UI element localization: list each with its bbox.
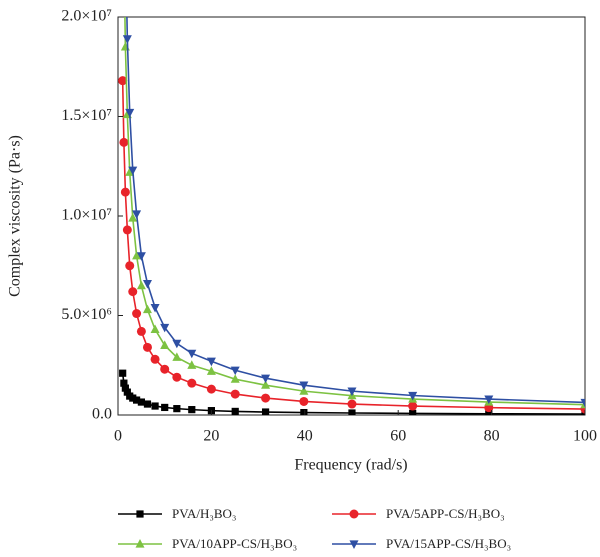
y-tick-label: 1.0×10⁷ [61, 207, 112, 224]
marker [160, 340, 170, 349]
marker [299, 381, 309, 391]
marker [119, 137, 129, 147]
marker [230, 374, 240, 383]
marker [261, 380, 271, 389]
marker [347, 387, 357, 397]
y-tick-label: 1.5×10⁷ [61, 107, 112, 124]
marker [580, 398, 585, 408]
legend-label: PVA/H₃BO₃ [172, 506, 236, 521]
marker [151, 402, 159, 410]
marker [261, 374, 271, 384]
marker [261, 408, 270, 415]
marker [187, 360, 197, 369]
marker [120, 187, 130, 197]
marker [230, 366, 240, 376]
marker [160, 364, 170, 374]
marker [261, 393, 271, 403]
x-tick-label: 20 [203, 428, 219, 445]
marker [160, 323, 170, 333]
marker [187, 349, 197, 359]
marker [348, 409, 356, 415]
marker [408, 401, 418, 411]
marker [300, 409, 308, 415]
marker [142, 280, 152, 289]
marker [118, 76, 128, 86]
marker [299, 396, 309, 406]
marker [188, 406, 196, 414]
marker [409, 409, 417, 415]
legend-label: PVA/10APP-CS/H₃BO₃ [172, 536, 297, 551]
marker [120, 379, 128, 387]
marker [136, 326, 146, 336]
series-line [124, 17, 585, 406]
marker [299, 386, 309, 395]
marker [129, 394, 137, 402]
legend-marker [136, 510, 144, 518]
x-tick-label: 100 [573, 428, 597, 445]
marker [136, 252, 146, 261]
marker [206, 357, 216, 367]
marker [137, 398, 145, 406]
marker [120, 41, 130, 51]
marker [119, 369, 127, 377]
marker [231, 407, 239, 415]
marker [142, 304, 152, 314]
marker [128, 166, 138, 176]
legend-label: PVA/5APP-CS/H₃BO₃ [386, 506, 505, 521]
x-tick-label: 0 [114, 428, 122, 445]
y-tick-label: 5.0×10⁶ [61, 306, 112, 323]
marker [485, 410, 493, 415]
series-line [126, 17, 585, 404]
marker [132, 309, 142, 319]
series-line [121, 80, 585, 410]
marker [125, 261, 135, 271]
marker [173, 405, 181, 413]
marker [128, 287, 138, 297]
x-tick-label: 40 [297, 428, 313, 445]
marker [121, 384, 129, 392]
y-tick-label: 2.0×10⁷ [61, 8, 112, 25]
legend-label: PVA/15APP-CS/H₃BO₃ [386, 536, 511, 551]
marker [128, 213, 138, 222]
marker [347, 399, 357, 409]
marker [132, 396, 141, 404]
marker [172, 372, 182, 382]
marker [161, 403, 169, 412]
marker [150, 354, 160, 364]
legend-marker [135, 539, 145, 548]
marker [206, 384, 216, 394]
x-tick-label: 80 [484, 428, 500, 445]
marker [132, 250, 142, 260]
plot-frame [117, 16, 586, 416]
marker [125, 108, 135, 118]
legend-marker [349, 540, 359, 549]
marker [136, 280, 146, 290]
y-tick-label: 0.0 [92, 406, 112, 423]
x-axis-label: Frequency (rad/s) [294, 457, 407, 474]
marker [142, 342, 152, 352]
legend-marker [349, 509, 359, 519]
marker [122, 35, 132, 44]
marker [206, 366, 216, 375]
marker [143, 400, 152, 408]
marker [187, 378, 197, 388]
marker [123, 388, 131, 396]
marker [150, 324, 160, 334]
marker [122, 225, 132, 235]
marker [150, 303, 160, 313]
x-tick-label: 60 [390, 428, 406, 445]
plot-area [118, 17, 585, 415]
marker [230, 389, 240, 399]
marker [132, 210, 142, 219]
marker [408, 391, 418, 401]
y-axis-label: Complex viscosity (Pa·s) [7, 135, 24, 297]
marker [484, 395, 494, 405]
marker [172, 339, 182, 349]
marker [172, 352, 182, 361]
